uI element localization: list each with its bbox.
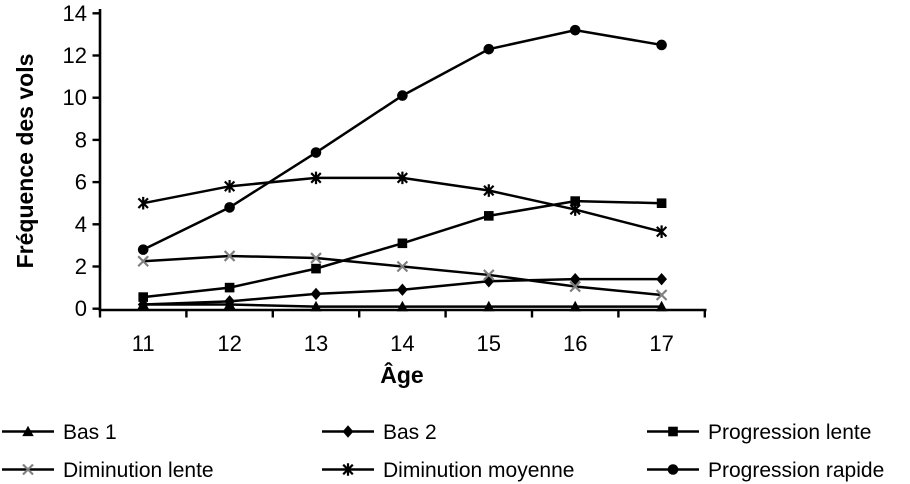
legend-item-diminution-lente: Diminution lente: [2, 459, 214, 482]
series-progression-lente: [138, 196, 667, 302]
data-point: [656, 198, 667, 208]
data-point: [224, 180, 236, 193]
data-point: [396, 260, 409, 273]
series-diminution-lente: [137, 250, 668, 301]
data-point: [224, 202, 235, 213]
x-tick-label: 13: [304, 331, 328, 356]
x-tick-label: 11: [132, 331, 155, 356]
y-tick-label: 6: [75, 170, 87, 195]
data-point: [137, 255, 149, 268]
data-point: [397, 283, 408, 296]
y-tick-label: 12: [63, 43, 87, 68]
data-point: [310, 300, 322, 312]
data-point: [569, 24, 581, 36]
y-axis-title: Fréquence des vols: [12, 54, 38, 269]
data-point: [483, 43, 495, 55]
data-point: [310, 147, 322, 158]
data-point: [655, 289, 668, 301]
legend-marker-asterisk: [342, 463, 354, 476]
y-tick-label: 2: [75, 254, 87, 279]
legend-marker-x: [22, 463, 34, 476]
data-point: [310, 252, 322, 264]
legend-label: Bas 2: [383, 421, 437, 444]
legend-item-progression-lente: Progression lente: [647, 421, 871, 444]
data-point: [138, 292, 148, 302]
legend-item-diminution-moyenne: Diminution moyenne: [322, 459, 574, 482]
x-tick-label: 14: [390, 331, 414, 356]
data-point: [224, 295, 235, 308]
data-point: [137, 196, 149, 210]
legend-item-progression-rapide: Progression rapide: [647, 459, 884, 482]
legend-label: Diminution lente: [63, 459, 214, 482]
legend-marker-square: [668, 426, 678, 437]
data-point: [396, 300, 409, 312]
data-point: [483, 275, 495, 288]
data-point: [656, 272, 667, 286]
x-tick-label: 16: [563, 331, 587, 356]
data-point: [396, 171, 408, 185]
y-tick-label: 8: [75, 127, 87, 152]
legend-marker-triangle: [22, 425, 34, 437]
y-tick-label: 14: [63, 1, 87, 26]
y-tick-label: 0: [75, 296, 87, 321]
series-progression-rapide: [137, 24, 667, 255]
data-point: [224, 282, 235, 293]
data-point: [397, 238, 408, 249]
legend: Bas 1 Bas 2 Progression lente Diminution le…: [2, 421, 884, 482]
y-tick-label: 10: [63, 85, 87, 110]
data-series: [137, 24, 668, 312]
x-axis-title: Âge: [380, 361, 423, 388]
data-point: [569, 203, 581, 216]
data-point: [311, 263, 321, 274]
legend-item-bas-2: Bas 2: [322, 421, 437, 444]
data-point: [656, 39, 667, 51]
legend-label: Diminution moyenne: [383, 459, 574, 482]
legend-label: Bas 1: [63, 421, 117, 444]
series-line: [142, 176, 662, 233]
legend-label: Progression rapide: [708, 459, 884, 482]
x-tick-label: 17: [649, 331, 673, 356]
data-point: [656, 225, 668, 238]
series-line: [142, 28, 662, 251]
data-point: [570, 196, 580, 206]
data-point: [569, 300, 581, 312]
data-point: [310, 287, 322, 301]
series-bas-2: [137, 272, 667, 311]
data-point: [397, 90, 408, 101]
series-line: [143, 199, 662, 299]
data-point: [483, 269, 495, 281]
legend-item-bas-1: Bas 1: [2, 421, 117, 444]
data-point: [310, 171, 322, 185]
data-point: [223, 250, 236, 262]
data-point: [569, 272, 581, 286]
x-tick-label: 15: [477, 331, 501, 356]
data-point: [484, 211, 494, 221]
x-tick-label: 12: [217, 331, 241, 356]
legend-label: Progression lente: [708, 421, 871, 444]
data-point: [569, 280, 581, 293]
data-point: [655, 300, 668, 312]
legend-marker-circle: [667, 464, 679, 475]
axis-ticks: 0 2 4 6 8 10 12 14 11 12 13 14 15 16 17: [63, 1, 706, 356]
series-diminution-moyenne: [137, 171, 668, 238]
data-point: [483, 184, 495, 197]
data-point: [483, 300, 495, 312]
legend-marker-diamond: [342, 425, 354, 438]
y-tick-label: 4: [75, 212, 87, 237]
data-point: [137, 244, 149, 255]
